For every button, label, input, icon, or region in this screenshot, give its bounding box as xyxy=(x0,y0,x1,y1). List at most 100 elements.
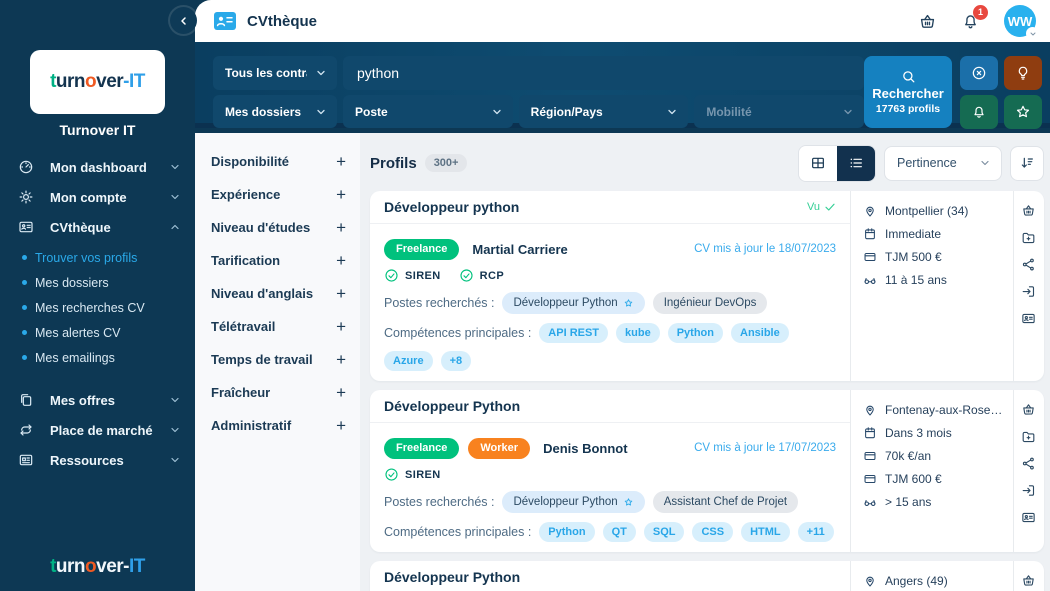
filter-disponibilite[interactable]: Disponibilité + xyxy=(211,152,346,171)
filter-niveau-anglais[interactable]: Niveau d'anglais + xyxy=(211,284,346,303)
skill-tag: API REST xyxy=(539,323,609,343)
sidebar-item-compte[interactable]: Mon compte xyxy=(0,182,195,212)
info-rate: TJM 500 € xyxy=(863,250,1007,264)
chevron-left-icon xyxy=(180,16,186,25)
share-icon xyxy=(1022,457,1034,469)
dossiers-dropdown[interactable]: Mes dossiers xyxy=(213,95,337,128)
chevron-down-icon xyxy=(844,109,852,114)
search-button[interactable]: Rechercher 17763 profils xyxy=(864,56,952,128)
skill-tag: CSS xyxy=(692,522,734,542)
view-toggle xyxy=(798,144,876,182)
suggestion-button[interactable] xyxy=(1004,56,1042,90)
info-salary: 70k €/an xyxy=(863,449,1007,463)
results-area: Profils 300+ Pertinence xyxy=(360,133,1050,591)
notification-badge: 1 xyxy=(973,4,988,20)
worker-badge: Worker xyxy=(468,437,531,459)
skills-label: Compétences principales : xyxy=(384,525,532,539)
add-to-basket-button[interactable] xyxy=(1021,202,1037,218)
view-cv-button[interactable] xyxy=(1021,509,1037,525)
results-count-badge: 300+ xyxy=(424,154,468,172)
sort-select[interactable]: Pertinence xyxy=(884,145,1002,181)
filter-temps-de-travail[interactable]: Temps de travail + xyxy=(211,350,346,369)
info-location: Fontenay-aux-Roses (… xyxy=(863,403,1007,417)
sidebar-item-cvtheque[interactable]: CVthèque xyxy=(0,212,195,242)
chevron-down-icon xyxy=(171,397,179,403)
profile-title[interactable]: Développeur Python xyxy=(384,398,521,414)
id-card-icon xyxy=(1022,512,1035,522)
contracts-dropdown[interactable]: Tous les contrats xyxy=(213,56,337,90)
sidebar-item-mes-dossiers[interactable]: Mes dossiers xyxy=(0,270,195,295)
sidebar-item-dashboard[interactable]: Mon dashboard xyxy=(0,152,195,182)
star-icon xyxy=(624,298,632,307)
check-badge-icon xyxy=(460,269,473,282)
notifications-button[interactable]: 1 xyxy=(961,4,988,31)
import-button[interactable] xyxy=(1021,482,1037,498)
view-cv-button[interactable] xyxy=(1021,310,1037,326)
profile-title[interactable]: Développeur Python xyxy=(384,569,521,585)
sidebar-item-mes-alertes-cv[interactable]: Mes alertes CV xyxy=(0,320,195,345)
avatar[interactable]: WW xyxy=(1004,5,1039,40)
region-dropdown[interactable]: Région/Pays xyxy=(518,95,689,128)
filter-experience[interactable]: Expérience + xyxy=(211,185,346,204)
add-to-folder-button[interactable] xyxy=(1021,229,1037,245)
profile-title[interactable]: Développeur python xyxy=(384,199,520,215)
chevron-down-icon xyxy=(171,457,179,463)
chevron-up-icon xyxy=(171,224,179,230)
plus-icon: + xyxy=(336,350,346,369)
filter-teletravail[interactable]: Télétravail + xyxy=(211,317,346,336)
filter-administratif[interactable]: Administratif + xyxy=(211,416,346,435)
list-view-button[interactable] xyxy=(837,145,875,181)
bell-icon xyxy=(965,14,976,28)
postes-label: Postes recherchés : xyxy=(384,296,495,310)
share-icon xyxy=(1022,258,1034,270)
sidebar-item-trouver-profils[interactable]: Trouver vos profils xyxy=(0,245,195,270)
add-to-basket-button[interactable] xyxy=(1021,401,1037,417)
profile-actions xyxy=(1013,390,1044,552)
profile-card: Développeur Python Freelance Worker Anto… xyxy=(370,561,1044,591)
poste-dropdown[interactable]: Poste xyxy=(343,95,513,128)
cv-updated-link[interactable]: CV mis à jour le 17/07/2023 xyxy=(694,442,836,454)
share-button[interactable] xyxy=(1021,455,1037,471)
profile-name: Denis Bonnot xyxy=(543,440,628,456)
poste-tag: Développeur Python xyxy=(502,292,645,314)
calendar-icon xyxy=(865,427,875,439)
results-title: Profils xyxy=(370,154,417,172)
profile-info-panel: Angers (49) Immediate 45k €/an TJM 400 €… xyxy=(850,561,1013,591)
chevron-down-icon xyxy=(171,427,179,433)
profile-card: Développeur python Vu Freelance Martial … xyxy=(370,191,1044,381)
skill-more-tag[interactable]: +8 xyxy=(440,351,472,371)
add-to-basket-button[interactable] xyxy=(1021,572,1037,588)
skill-tag: Azure xyxy=(384,351,433,371)
profile-info-panel: Montpellier (34) Immediate TJM 500 € 11 … xyxy=(850,191,1013,381)
basket-icon[interactable] xyxy=(918,12,937,31)
certification-rcp: RCP xyxy=(459,268,504,283)
sidebar-item-mes-offres[interactable]: Mes offres xyxy=(0,385,195,415)
profile-info-panel: Fontenay-aux-Roses (… Dans 3 mois 70k €/… xyxy=(850,390,1013,552)
mobilite-dropdown[interactable]: Mobilité xyxy=(694,95,865,128)
filter-tarification[interactable]: Tarification + xyxy=(211,251,346,270)
sidebar-item-mes-recherches-cv[interactable]: Mes recherches CV xyxy=(0,295,195,320)
save-search-button[interactable] xyxy=(1004,95,1042,129)
share-button[interactable] xyxy=(1021,256,1037,272)
search-input[interactable] xyxy=(343,56,864,90)
id-card-icon xyxy=(1022,313,1035,323)
folder-plus-icon xyxy=(1022,431,1035,442)
cv-updated-link[interactable]: CV mis à jour le 18/07/2023 xyxy=(694,243,836,255)
plus-icon: + xyxy=(336,185,346,204)
sort-direction-button[interactable] xyxy=(1010,145,1044,181)
sidebar-item-mes-emailings[interactable]: Mes emailings xyxy=(0,345,195,370)
filter-niveau-etudes[interactable]: Niveau d'études + xyxy=(211,218,346,237)
sidebar-item-place-de-marche[interactable]: Place de marché xyxy=(0,415,195,445)
clear-search-button[interactable] xyxy=(960,56,998,90)
filters-panel: Disponibilité + Expérience + Niveau d'étud… xyxy=(195,133,360,591)
skill-more-tag[interactable]: +11 xyxy=(797,522,834,542)
create-alert-button[interactable] xyxy=(960,95,998,129)
grid-view-button[interactable] xyxy=(799,145,837,181)
import-button[interactable] xyxy=(1021,283,1037,299)
add-to-folder-button[interactable] xyxy=(1021,428,1037,444)
sidebar-item-ressources[interactable]: Ressources xyxy=(0,445,195,475)
sidebar-collapse-button[interactable] xyxy=(170,7,197,34)
filter-fraicheur[interactable]: Fraîcheur + xyxy=(211,383,346,402)
skill-tag: SQL xyxy=(643,522,685,542)
